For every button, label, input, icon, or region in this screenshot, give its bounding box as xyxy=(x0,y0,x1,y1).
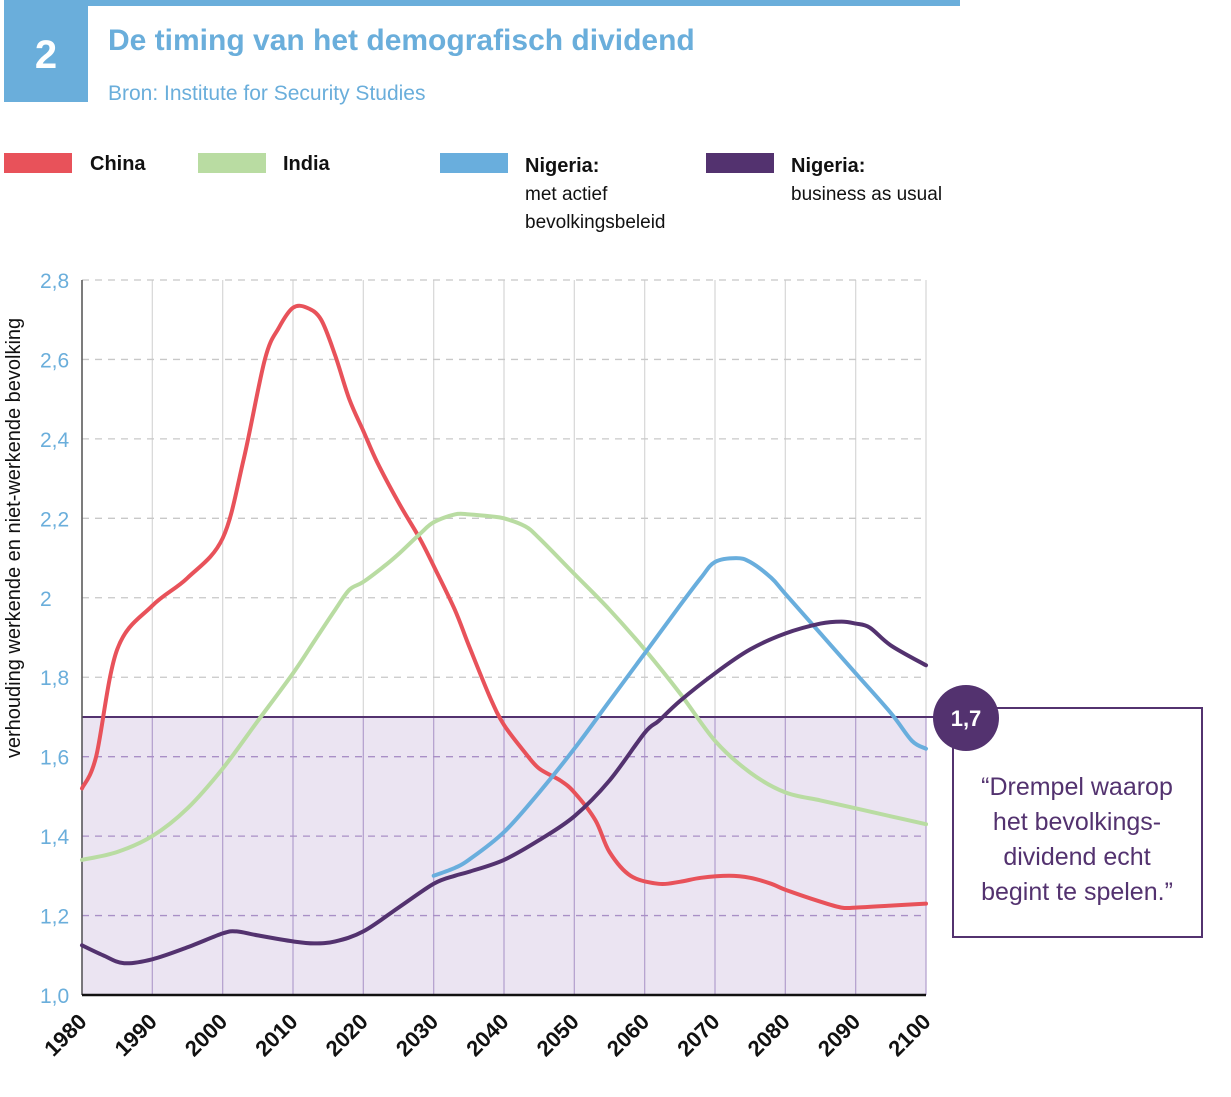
series-line-china xyxy=(80,303,928,911)
axis-layer xyxy=(81,280,958,997)
x-tick-label: 2060 xyxy=(602,1009,654,1061)
x-tick-label: 2000 xyxy=(180,1009,232,1061)
y-tick-label: 2,8 xyxy=(40,270,69,293)
x-tick-label: 1980 xyxy=(39,1009,91,1061)
legend-swatch-china xyxy=(4,153,72,173)
legend-label-nigeria-bau-2: business as usual xyxy=(791,184,942,205)
x-tick-label: 2050 xyxy=(532,1009,584,1061)
legend-label-nigeria-bau-1: Nigeria: xyxy=(791,155,865,177)
x-tick-label: 1990 xyxy=(110,1009,162,1061)
y-tick-label: 1,8 xyxy=(40,667,69,690)
x-tick-label: 2020 xyxy=(321,1009,373,1061)
x-tick-label: 2010 xyxy=(250,1009,302,1061)
top-rule xyxy=(88,0,960,6)
chart-number-badge xyxy=(4,0,88,102)
y-tick-label: 2,4 xyxy=(40,429,70,452)
chart-title: De timing van het demografisch dividend xyxy=(108,24,695,57)
chart-source: Bron: Institute for Security Studies xyxy=(108,82,425,105)
legend-label-china: China xyxy=(90,153,146,175)
series-line-india xyxy=(80,511,928,862)
x-tick-label: 2030 xyxy=(391,1009,443,1061)
y-tick-label: 1,4 xyxy=(40,826,70,849)
x-tick-label: 2100 xyxy=(883,1009,935,1061)
legend-label-nigeria-active-2: met actief xyxy=(525,184,608,205)
y-tick-label: 1,0 xyxy=(40,985,69,1008)
x-tick-label: 2040 xyxy=(461,1009,513,1061)
legend-label-nigeria-active-1: Nigeria: xyxy=(525,155,599,177)
y-tick-label: 1,6 xyxy=(40,747,69,770)
threshold-note-box xyxy=(952,707,1203,938)
grid-layer xyxy=(81,279,927,995)
x-tick-label: 2090 xyxy=(813,1009,865,1061)
chart-number: 2 xyxy=(35,33,57,77)
series-layer xyxy=(80,303,928,966)
legend-label-nigeria-active-3: bevolkingsbeleid xyxy=(525,212,666,233)
x-tick-label: 2070 xyxy=(672,1009,724,1061)
threshold-note-line-3: dividend echt xyxy=(1003,843,1150,871)
y-axis-label: verhouding werkende en niet-werkende bev… xyxy=(3,318,25,758)
y-tick-label: 2 xyxy=(40,588,52,611)
threshold-note-line-2: het bevolkings- xyxy=(993,808,1161,836)
y-tick-label: 1,2 xyxy=(40,906,69,929)
legend: China India Nigeria: met actief bevolkin… xyxy=(4,153,942,233)
y-tick-label: 2,6 xyxy=(40,349,69,372)
threshold-badge xyxy=(933,685,999,751)
legend-label-india: India xyxy=(283,153,331,175)
series-line-nigeria-bau xyxy=(80,619,928,966)
threshold-note-line-1: “Drempel waarop xyxy=(981,773,1173,801)
threshold-badge-label: 1,7 xyxy=(951,706,982,731)
legend-swatch-nigeria-bau xyxy=(706,153,774,173)
series-line-nigeria-active xyxy=(431,556,928,878)
y-tick-label: 2,2 xyxy=(40,508,69,531)
threshold-note-line-4: begint te spelen.” xyxy=(981,878,1173,906)
x-tick-label: 2080 xyxy=(743,1009,795,1061)
legend-swatch-nigeria-active xyxy=(440,153,508,173)
legend-swatch-india xyxy=(198,153,266,173)
